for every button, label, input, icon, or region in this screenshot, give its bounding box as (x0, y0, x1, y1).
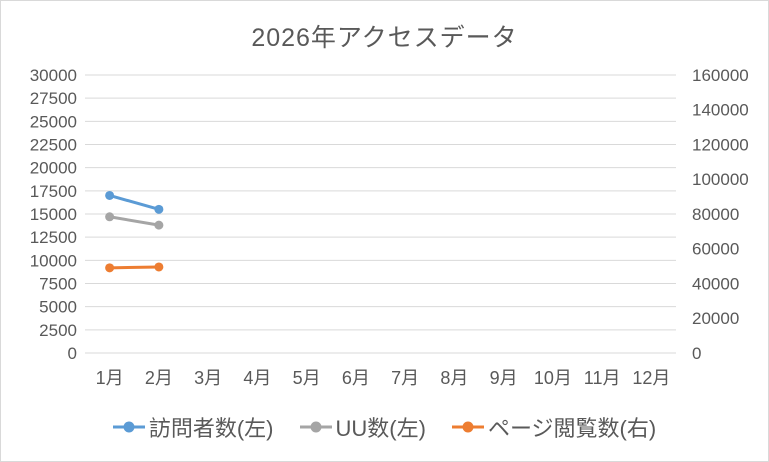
data-point-series-1[interactable] (154, 220, 164, 230)
x-axis-label: 9月 (490, 368, 518, 388)
y-axis-left-label: 17500 (30, 182, 77, 201)
series-line-1[interactable] (108, 215, 161, 227)
x-axis-label: 10月 (534, 368, 572, 388)
y-axis-left-label: 5000 (39, 298, 77, 317)
x-axis-label: 12月 (632, 368, 670, 388)
y-axis-left-label: 27500 (30, 89, 77, 108)
y-axis-right-label: 40000 (692, 274, 739, 293)
y-axis-left-label: 25000 (30, 112, 77, 131)
legend: 訪問者数(左) UU数(左) ページ閲覧数(右) (1, 411, 768, 443)
y-axis-right-label: 100000 (692, 170, 749, 189)
y-axis-right-label: 80000 (692, 205, 739, 224)
y-axis-right-label: 20000 (692, 309, 739, 328)
series-line-0[interactable] (108, 193, 161, 211)
data-point-series-2[interactable] (154, 262, 164, 272)
x-axis-label: 2月 (145, 368, 173, 388)
x-axis-label: 11月 (584, 368, 621, 388)
y-axis-left-label: 7500 (39, 274, 77, 293)
data-point-series-0[interactable] (154, 204, 164, 214)
y-axis-left-label: 12500 (30, 228, 77, 247)
legend-item-pageviews[interactable]: ページ閲覧数(右) (451, 411, 657, 443)
x-axis-label: 7月 (391, 368, 419, 388)
y-axis-left-label: 15000 (30, 205, 77, 224)
y-axis-left-label: 0 (68, 344, 77, 363)
data-point-series-1[interactable] (105, 212, 115, 222)
legend-item-visitors[interactable]: 訪問者数(左) (112, 411, 274, 443)
y-axis-right-label: 0 (692, 344, 701, 363)
y-axis-left-label: 20000 (30, 159, 77, 178)
y-axis-left-label: 30000 (30, 66, 77, 85)
legend-item-uu[interactable]: UU数(左) (299, 411, 426, 443)
y-axis-right-label: 160000 (692, 66, 749, 85)
x-axis-label: 1月 (96, 368, 124, 388)
x-axis-label: 6月 (342, 368, 370, 388)
y-axis-left-label: 2500 (39, 321, 77, 340)
y-axis-left-label: 22500 (30, 135, 77, 154)
y-axis-right-label: 140000 (692, 101, 749, 120)
y-axis-right-label: 60000 (692, 240, 739, 259)
chart-title: 2026年アクセスデータ (251, 24, 518, 52)
legend-label: 訪問者数(左) (148, 416, 274, 441)
series-line-2[interactable] (108, 265, 161, 270)
x-axis-label: 3月 (194, 368, 222, 388)
y-axis-right-label: 120000 (692, 135, 749, 154)
data-point-series-0[interactable] (105, 190, 115, 200)
x-axis-label: 8月 (440, 368, 468, 388)
x-axis-label: 5月 (293, 368, 321, 388)
line-dot-marker-icon (451, 421, 484, 433)
data-point-series-2[interactable] (105, 263, 115, 273)
legend-label: ページ閲覧数(右) (487, 416, 657, 441)
legend-label: UU数(左) (335, 416, 426, 441)
y-axis-left-label: 10000 (30, 251, 77, 270)
x-axis-label: 4月 (243, 368, 271, 388)
line-dot-marker-icon (112, 421, 145, 433)
line-dot-marker-icon (299, 421, 332, 433)
